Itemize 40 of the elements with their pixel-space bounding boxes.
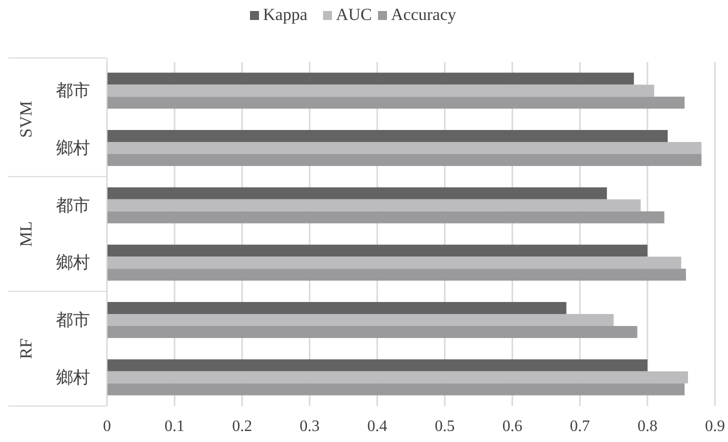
bar xyxy=(107,84,654,97)
bar xyxy=(107,154,702,166)
bar xyxy=(107,371,688,384)
text: ML xyxy=(16,221,36,247)
x-tick-label: 0.7 xyxy=(570,418,590,435)
x-tick-label: 0.5 xyxy=(434,418,455,435)
bar xyxy=(107,96,685,109)
bar xyxy=(107,302,566,314)
legend-label: Accuracy xyxy=(391,5,457,24)
bar xyxy=(107,130,668,142)
bar xyxy=(107,244,648,257)
bar xyxy=(107,314,614,326)
bar xyxy=(107,268,686,281)
bar xyxy=(107,142,702,154)
text: SVM xyxy=(16,100,36,138)
y-tick-label: 都市 xyxy=(56,310,90,330)
legend-label: Kappa xyxy=(263,5,308,24)
x-tick-label: 0.3 xyxy=(300,418,320,435)
x-tick-label: 0.8 xyxy=(637,418,658,435)
bar xyxy=(107,199,641,212)
bar xyxy=(107,359,648,372)
y-tick-label: 鄉村 xyxy=(56,253,90,272)
x-tick-label: 0.2 xyxy=(232,418,252,435)
x-tick-label: 0.4 xyxy=(367,418,388,435)
x-tick-label: 0.9 xyxy=(705,418,725,435)
bar xyxy=(107,187,607,200)
y-tick-label: 都市 xyxy=(56,81,90,100)
y-tick-label: 鄉村 xyxy=(56,138,90,158)
x-tick-label: 0 xyxy=(103,418,111,435)
bar xyxy=(107,211,664,224)
bar xyxy=(107,326,638,338)
bar xyxy=(107,383,685,396)
y-tick-label: 鄉村 xyxy=(56,368,90,387)
x-tick-label: 0.1 xyxy=(164,418,185,435)
x-tick-label: 0.6 xyxy=(502,418,522,435)
legend-label: AUC xyxy=(336,5,372,24)
bar xyxy=(107,256,682,269)
y-tick-label: 都市 xyxy=(56,196,90,215)
bar xyxy=(107,72,634,85)
text: RF xyxy=(16,338,36,360)
